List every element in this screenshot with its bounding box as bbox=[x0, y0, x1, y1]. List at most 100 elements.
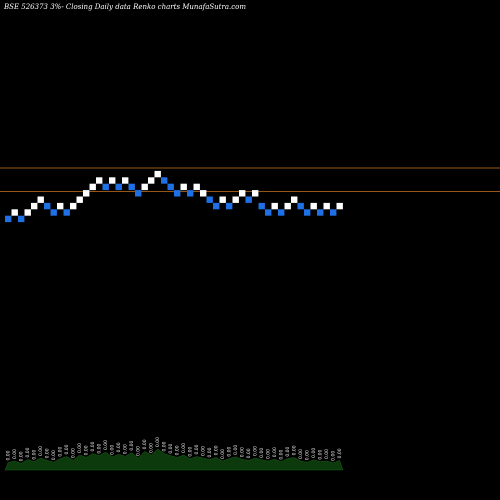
down-brick bbox=[135, 190, 142, 197]
volume-label: 0.00 bbox=[233, 445, 239, 455]
volume-label: 0.00 bbox=[149, 443, 155, 453]
volume-label: 0.00 bbox=[214, 445, 220, 455]
volume-label: 0.00 bbox=[90, 441, 96, 451]
up-brick bbox=[336, 202, 343, 210]
volume-label: 0.00 bbox=[331, 451, 337, 461]
volume-label: 0.00 bbox=[116, 442, 122, 452]
down-brick bbox=[297, 202, 304, 210]
up-brick bbox=[11, 209, 18, 216]
up-brick bbox=[57, 202, 64, 210]
volume-label: 0.00 bbox=[220, 449, 226, 459]
up-brick bbox=[141, 183, 148, 191]
volume-label: 0.00 bbox=[194, 444, 200, 454]
volume-label: 0.00 bbox=[51, 450, 57, 460]
volume-label: 0.00 bbox=[311, 448, 317, 458]
up-brick bbox=[154, 170, 161, 178]
volume-label: 0.00 bbox=[305, 450, 311, 460]
volume-label: 0.00 bbox=[246, 448, 252, 458]
volume-area bbox=[4, 448, 344, 471]
volume-label: 0.00 bbox=[25, 447, 31, 457]
down-brick bbox=[102, 183, 109, 191]
volume-label: 0.00 bbox=[318, 449, 324, 459]
volume-label: 0.00 bbox=[84, 445, 90, 455]
chart-title: BSE 526373 3%- Closing Daily data Renko … bbox=[3, 3, 246, 11]
up-brick bbox=[180, 183, 187, 191]
up-brick bbox=[291, 196, 298, 203]
volume-label: 0.00 bbox=[168, 443, 174, 453]
volume-label: 0.00 bbox=[272, 447, 278, 457]
volume-label: 0.00 bbox=[136, 446, 142, 456]
volume-labels: 0.00 0.00 0.00 0.00 0.00 0.00 0.00 0.00 0.00 0.00… bbox=[6, 437, 344, 462]
up-brick bbox=[70, 202, 77, 210]
up-brick bbox=[37, 196, 44, 203]
down-brick bbox=[5, 215, 12, 223]
down-brick bbox=[187, 190, 194, 197]
down-brick bbox=[265, 209, 272, 216]
volume-label: 0.00 bbox=[207, 447, 213, 457]
volume-label: 0.00 bbox=[58, 446, 64, 456]
down-brick bbox=[161, 177, 168, 184]
up-brick bbox=[76, 196, 83, 203]
up-brick bbox=[323, 202, 330, 210]
up-brick bbox=[148, 177, 155, 184]
up-brick bbox=[239, 190, 246, 197]
volume-label: 0.00 bbox=[201, 446, 207, 456]
volume-label: 0.00 bbox=[38, 446, 44, 456]
down-brick bbox=[167, 183, 174, 191]
up-brick bbox=[271, 202, 278, 210]
down-brick bbox=[128, 183, 135, 191]
up-brick bbox=[200, 190, 207, 197]
volume-label: 0.00 bbox=[71, 448, 77, 458]
up-brick bbox=[96, 177, 103, 184]
down-brick bbox=[330, 209, 337, 216]
volume-label: 0.00 bbox=[259, 448, 265, 458]
volume-label: 0.00 bbox=[45, 448, 51, 458]
down-brick bbox=[206, 196, 213, 203]
up-brick bbox=[24, 209, 31, 216]
up-brick bbox=[232, 196, 239, 203]
down-brick bbox=[63, 209, 70, 216]
volume-label: 0.00 bbox=[162, 441, 168, 451]
renko-bricks bbox=[5, 170, 343, 223]
volume-label: 0.00 bbox=[142, 439, 148, 449]
volume-label: 0.00 bbox=[110, 445, 116, 455]
up-brick bbox=[122, 177, 129, 184]
volume-label: 0.00 bbox=[175, 445, 181, 455]
volume-label: 0.00 bbox=[103, 440, 109, 450]
down-brick bbox=[174, 190, 181, 197]
volume-label: 0.00 bbox=[97, 443, 103, 453]
down-brick bbox=[304, 209, 311, 216]
volume-label: 0.00 bbox=[253, 446, 259, 456]
volume-label: 0.00 bbox=[292, 445, 298, 455]
volume-label: 0.00 bbox=[240, 447, 246, 457]
up-brick bbox=[252, 190, 259, 197]
up-brick bbox=[31, 202, 38, 210]
volume-label: 0.00 bbox=[155, 437, 161, 447]
down-brick bbox=[317, 209, 324, 216]
up-brick bbox=[193, 183, 200, 191]
up-brick bbox=[89, 183, 96, 191]
volume-label: 0.00 bbox=[6, 450, 12, 460]
down-brick bbox=[213, 202, 220, 210]
volume-label: 0.00 bbox=[123, 444, 129, 454]
down-brick bbox=[50, 209, 57, 216]
volume-label: 0.00 bbox=[266, 449, 272, 459]
volume-label: 0.00 bbox=[337, 448, 343, 458]
volume-label: 0.00 bbox=[285, 446, 291, 456]
volume-label: 0.00 bbox=[188, 446, 194, 456]
up-brick bbox=[83, 190, 90, 197]
volume-label: 0.00 bbox=[279, 449, 285, 459]
up-brick bbox=[284, 202, 291, 210]
volume-label: 0.00 bbox=[129, 440, 135, 450]
volume-label: 0.00 bbox=[181, 443, 187, 453]
up-brick bbox=[310, 202, 317, 210]
volume-label: 0.00 bbox=[227, 446, 233, 456]
up-brick bbox=[219, 196, 226, 203]
volume-label: 0.00 bbox=[324, 449, 330, 459]
volume-fill bbox=[4, 448, 344, 471]
down-brick bbox=[258, 202, 265, 210]
down-brick bbox=[278, 209, 285, 216]
volume-label: 0.00 bbox=[64, 444, 70, 454]
